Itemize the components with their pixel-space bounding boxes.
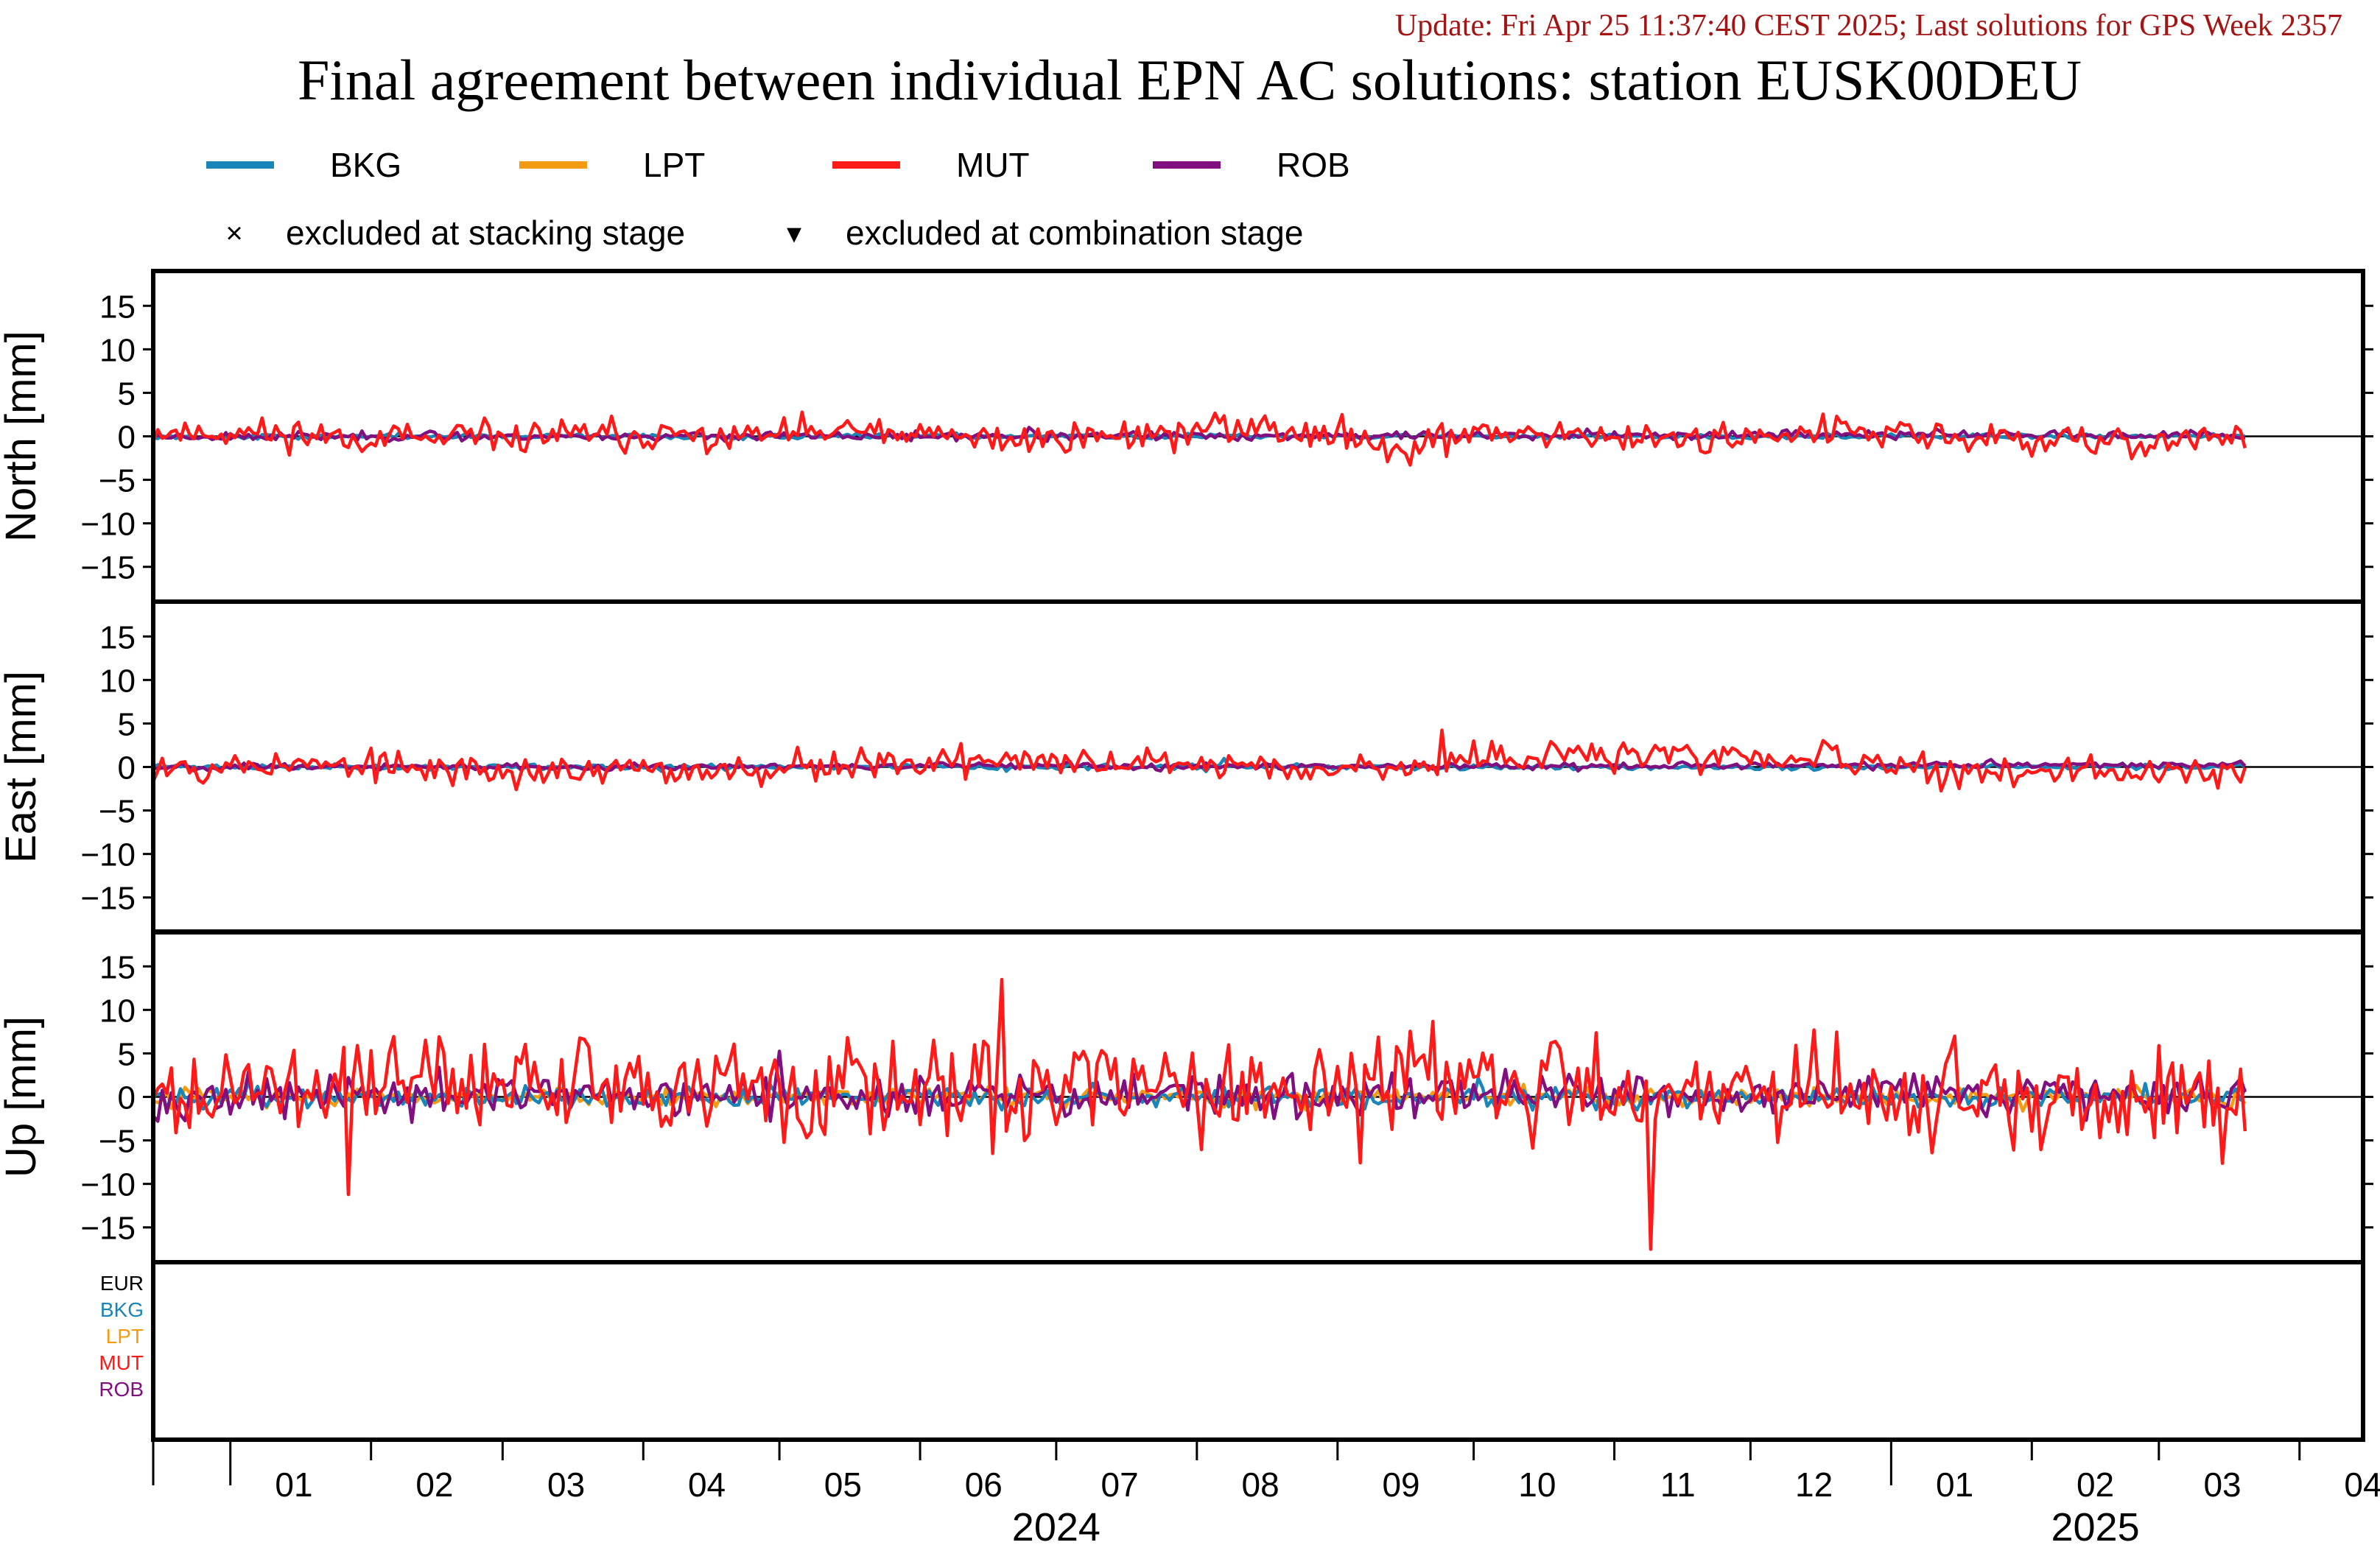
panel-east: 15 10 5 0 −5 −10 −15 East [mm] [0,599,2373,935]
y-tick-label: 5 [118,1036,136,1072]
y-tick-label: −5 [99,463,136,499]
outlier-row-label: MUT [99,1351,144,1374]
year-label: 2025 [2051,1505,2139,1545]
legend: BKG LPT MUT ROB × excluded at stacking stage ▾… [206,146,1350,252]
y-tick-label: 15 [99,619,136,655]
legend-marker-symbol: × [225,217,242,250]
legend-label-lpt: LPT [643,146,705,184]
month-label: 09 [1382,1465,1419,1504]
outlier-row-label: LPT [106,1325,144,1348]
legend-label-bkg: BKG [330,146,401,184]
month-label: 12 [1795,1465,1833,1504]
y-axis-label: North [mm] [0,331,45,542]
y-tick-label: −10 [80,507,136,543]
month-label: 10 [1518,1465,1556,1504]
panel-north: 15 10 5 0 −5 −10 −15 North [mm] [0,269,2373,604]
month-label: 04 [688,1465,726,1504]
y-tick-label: −5 [99,794,136,830]
y-tick-label: 10 [99,332,136,368]
y-tick-label: 0 [118,750,136,786]
legend-marker-symbol: ▾ [787,217,801,250]
month-label: 04 [2344,1465,2380,1504]
month-label: 01 [1936,1465,1973,1504]
y-tick-label: 0 [118,1080,136,1116]
y-tick-label: 5 [118,376,136,412]
month-label: 05 [824,1465,862,1504]
y-tick-label: 15 [99,949,136,985]
y-tick-label: 10 [99,993,136,1029]
month-label: 01 [275,1465,312,1504]
legend-label-rob: ROB [1277,146,1350,184]
update-text: Update: Fri Apr 25 11:37:40 CEST 2025; L… [1395,9,2342,43]
month-label: 07 [1101,1465,1139,1504]
y-tick-label: 10 [99,663,136,699]
chart-title: Final agreement between individual EPN A… [298,48,2082,112]
series-line-bkg [153,1076,2247,1112]
y-tick-label: −15 [80,881,136,917]
month-label: 03 [547,1465,585,1504]
panel-up: 15 10 5 0 −5 −10 −15 Up [mm] [0,929,2373,1264]
month-label: 06 [965,1465,1003,1504]
y-tick-label: 15 [99,289,136,325]
year-label: 2024 [1012,1505,1101,1545]
outlier-row-label: BKG [100,1298,144,1321]
x-axis: 01 02 03 04 05 06 07 08 09 10 11 12 01 02 03 04 2024 2025 [152,1438,2380,1545]
legend-marker-label: excluded at combination stage [846,214,1303,252]
legend-label-mut: MUT [956,146,1030,184]
outlier-row-label: EUR [100,1272,144,1295]
month-label: 02 [2077,1465,2114,1504]
y-tick-label: −5 [99,1124,136,1160]
series-line-mut [153,410,2247,467]
outlier-panel-frame [151,1260,2365,1442]
y-tick-label: −15 [80,550,136,586]
y-tick-label: −10 [80,837,136,873]
y-tick-label: 5 [118,706,136,742]
y-axis-label: Up [mm] [0,1016,45,1178]
y-axis-label: East [mm] [0,671,45,863]
series-line-mut [153,977,2247,1251]
y-tick-label: −10 [80,1167,136,1203]
plot-panels: 15 10 5 0 −5 −10 −15 North [mm] 15 10 5 0 −5 −10 −15 Ea… [0,269,2373,1442]
outlier-panel: EUR BKG LPT MUT ROB [99,1260,2365,1442]
y-tick-label: 0 [118,420,136,456]
month-label: 02 [415,1465,453,1504]
y-tick-label: −15 [80,1211,136,1247]
month-label: 11 [1660,1465,1696,1504]
month-label: 08 [1241,1465,1279,1504]
month-label: 03 [2203,1465,2241,1504]
outlier-row-label: ROB [99,1378,144,1401]
series-line-mut [153,728,2247,793]
legend-marker-label: excluded at stacking stage [286,214,685,252]
